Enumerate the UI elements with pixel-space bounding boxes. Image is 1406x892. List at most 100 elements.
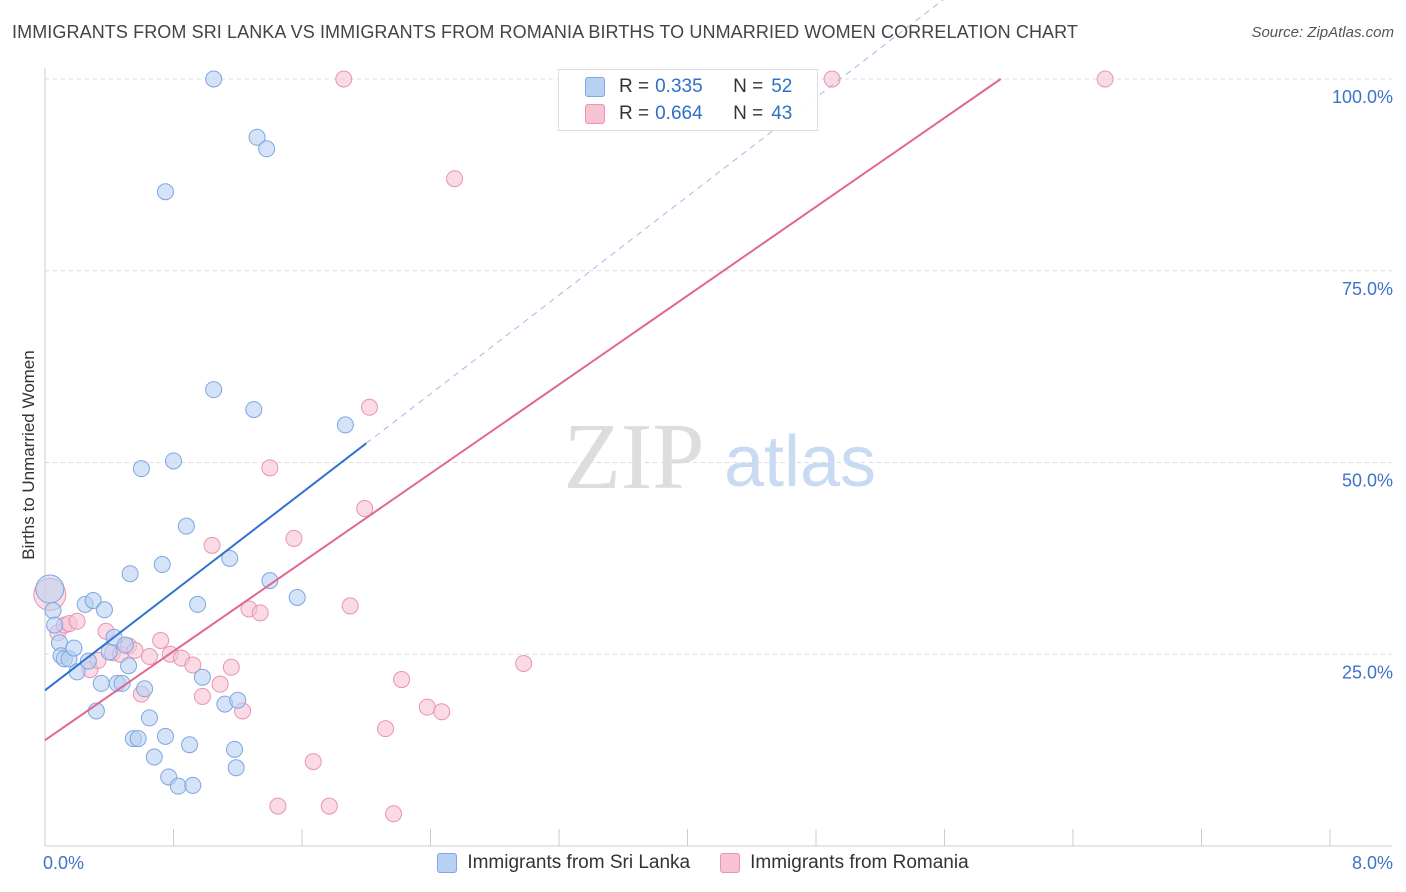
data-point-sri-lanka (129, 730, 147, 748)
data-point-sri-lanka (288, 588, 306, 606)
watermark-atlas: atlas (724, 422, 876, 502)
data-point-romania (269, 797, 287, 815)
data-point-romania (360, 398, 378, 416)
data-point-sri-lanka (165, 452, 182, 470)
n-value-romania: 43 (771, 103, 793, 124)
stats-row-sri-lanka: R = 0.335 N = 52 (585, 76, 793, 98)
data-point-sri-lanka (156, 727, 174, 745)
data-point-romania (1096, 70, 1114, 88)
data-point-sri-lanka (46, 616, 64, 634)
y-axis-label: Births to Unmarried Women (19, 350, 38, 559)
data-point-romania (385, 805, 403, 823)
data-point-romania (320, 797, 338, 815)
n-label: N = (733, 103, 764, 124)
data-point-romania (515, 654, 533, 672)
data-point-romania (203, 536, 221, 554)
r-value-romania: 0.664 (655, 103, 703, 124)
y-tick-label: 75.0% (1342, 279, 1393, 299)
legend-item-sri-lanka[interactable]: Immigrants from Sri Lanka (437, 852, 690, 874)
legend-swatch-blue (437, 853, 458, 873)
r-label: R = (619, 76, 650, 97)
n-value-sri-lanka: 52 (771, 76, 793, 97)
data-point-sri-lanka (65, 639, 83, 657)
x-tick-label-max: 8.0% (1352, 853, 1393, 873)
series-sri-lanka-points (35, 70, 354, 795)
data-point-sri-lanka (336, 416, 354, 434)
data-point-romania (211, 675, 229, 693)
legend-label-sri-lanka: Immigrants from Sri Lanka (467, 852, 691, 873)
watermark-zip: ZIP (564, 405, 705, 509)
legend-item-romania[interactable]: Immigrants from Romania (720, 852, 969, 874)
data-point-sri-lanka (258, 140, 276, 158)
trend-line-sri-lanka (44, 442, 367, 692)
stats-row-romania: R = 0.664 N = 43 (585, 103, 793, 125)
data-point-romania (356, 500, 374, 518)
data-point-sri-lanka (189, 595, 207, 613)
data-point-sri-lanka (121, 565, 139, 583)
data-point-sri-lanka (79, 652, 97, 670)
data-point-romania (184, 656, 202, 674)
data-point-romania (433, 703, 451, 721)
y-tick-label: 100.0% (1332, 87, 1393, 107)
data-point-sri-lanka (116, 636, 134, 654)
data-point-sri-lanka (92, 674, 110, 692)
data-point-sri-lanka (132, 460, 150, 478)
y-tick-label: 50.0% (1342, 471, 1393, 491)
trend-line-romania (44, 78, 1002, 741)
data-point-romania (193, 687, 211, 705)
data-point-sri-lanka (169, 777, 187, 795)
data-point-romania (377, 720, 395, 738)
data-point-sri-lanka (136, 680, 154, 698)
y-tick-label: 25.0% (1342, 662, 1393, 682)
n-label: N = (733, 76, 764, 97)
data-point-romania (251, 604, 269, 622)
data-point-sri-lanka (184, 776, 202, 794)
data-point-sri-lanka (140, 709, 158, 727)
data-point-sri-lanka (245, 401, 263, 419)
data-point-romania (140, 648, 158, 666)
data-point-romania (285, 529, 303, 547)
data-point-sri-lanka (226, 740, 244, 758)
data-point-romania (335, 70, 353, 88)
stats-legend: R = 0.335 N = 52 R = 0.664 N = 43 (558, 69, 818, 131)
axes (44, 68, 1392, 847)
data-point-sri-lanka (248, 128, 266, 146)
r-value-sri-lanka: 0.335 (655, 76, 703, 97)
source-attribution: Source: ZipAtlas.com (1251, 24, 1394, 41)
data-point-romania (261, 459, 279, 477)
data-point-sri-lanka (221, 549, 239, 567)
data-point-sri-lanka (84, 592, 102, 610)
data-point-sri-lanka (227, 759, 245, 777)
data-point-sri-lanka (145, 748, 163, 766)
data-point-sri-lanka (193, 668, 211, 686)
data-point-sri-lanka (181, 736, 199, 754)
chart-title: IMMIGRANTS FROM SRI LANKA VS IMMIGRANTS … (12, 22, 1079, 42)
gridlines (45, 78, 1392, 655)
data-point-sri-lanka (44, 602, 62, 620)
tick-labels: 25.0% 50.0% 75.0% 100.0% 0.0% 8.0% (43, 87, 1393, 873)
data-point-romania (152, 631, 170, 649)
series-legend: Immigrants from Sri Lanka Immigrants fro… (0, 852, 1406, 874)
data-point-sri-lanka (205, 381, 223, 399)
data-point-sri-lanka (95, 601, 113, 619)
data-point-sri-lanka (120, 657, 138, 675)
r-label: R = (619, 103, 650, 124)
data-point-sri-lanka (113, 674, 131, 692)
legend-swatch-blue (585, 77, 605, 97)
data-point-romania (222, 658, 240, 676)
legend-swatch-pink (720, 853, 741, 873)
trend-line-sri-lanka-extension (365, 0, 944, 444)
data-point-romania (393, 671, 411, 689)
x-tick-label-min: 0.0% (43, 853, 84, 873)
data-point-romania (304, 753, 322, 771)
data-point-romania (446, 170, 464, 188)
data-point-romania (341, 597, 359, 615)
data-point-romania (68, 612, 86, 630)
legend-swatch-pink (585, 104, 605, 124)
data-point-sri-lanka (35, 574, 65, 604)
data-point-sri-lanka (229, 691, 247, 709)
data-point-sri-lanka (205, 70, 223, 88)
data-point-sri-lanka (153, 556, 171, 574)
data-point-romania (418, 698, 436, 716)
